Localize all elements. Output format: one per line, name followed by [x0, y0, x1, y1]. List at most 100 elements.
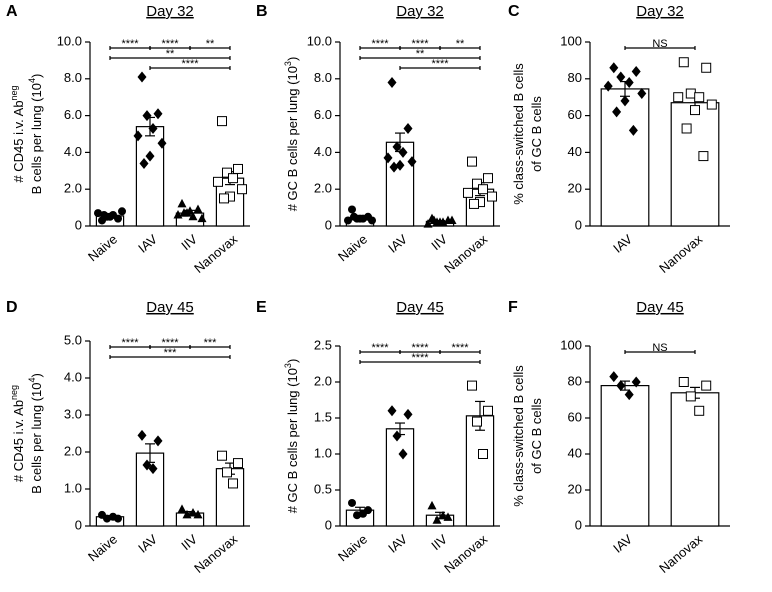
significance-label: ****: [121, 337, 139, 349]
data-point: [706, 99, 717, 110]
significance-label: ****: [161, 337, 179, 349]
data-point: [620, 95, 630, 107]
x-tick-label: Naive: [335, 531, 370, 564]
y-axis-label: # CD45 i.v. Abneg: [9, 385, 26, 482]
data-point: [438, 510, 448, 520]
data-point: [137, 71, 147, 83]
y-axis-label: # GC B cells per lung (103): [283, 359, 300, 514]
significance-label: ****: [181, 58, 199, 70]
chart-title: Day 32: [396, 3, 444, 20]
data-point: [685, 391, 696, 402]
data-point: [383, 152, 393, 164]
x-tick-label: IIV: [178, 531, 200, 553]
x-tick-label: IAV: [385, 231, 410, 256]
data-point: [368, 216, 376, 225]
panel-letter: B: [256, 3, 268, 20]
y-tick-label: 1.5: [314, 409, 332, 424]
y-tick-label: 80: [568, 70, 582, 85]
chart-title: Day 45: [636, 299, 684, 316]
chart-title: Day 45: [146, 299, 194, 316]
data-point: [222, 467, 232, 478]
data-point: [694, 92, 705, 103]
x-tick-label: IAV: [385, 531, 410, 556]
data-point: [106, 212, 114, 221]
y-tick-label: 1.0: [64, 480, 82, 495]
data-point: [628, 124, 638, 136]
y-tick-label: 20: [568, 181, 582, 196]
panel-letter: C: [508, 3, 520, 20]
data-point: [612, 106, 622, 118]
data-point: [344, 216, 352, 225]
data-point: [100, 210, 108, 219]
y-axis-label-part: ): [29, 74, 44, 78]
y-tick-label: 6.0: [314, 107, 332, 122]
data-point: [177, 504, 187, 513]
data-point: [109, 512, 117, 521]
data-point: [389, 161, 399, 173]
data-point: [359, 509, 367, 518]
y-axis-label-part: # CD45 i.v. Ab: [11, 400, 26, 482]
y-tick-label: 100: [560, 337, 582, 352]
data-point: [213, 176, 223, 187]
data-point: [483, 405, 493, 416]
bar: [600, 385, 650, 527]
data-point: [609, 371, 619, 383]
data-point: [478, 184, 488, 195]
y-tick-label: 40: [568, 445, 582, 460]
data-point: [193, 204, 203, 213]
data-point: [348, 205, 356, 214]
x-tick-label: Naive: [85, 531, 120, 564]
panel-letter: D: [6, 299, 18, 316]
bar: [670, 102, 720, 227]
significance-label: ****: [371, 38, 389, 50]
x-tick-label: Nanovax: [191, 531, 240, 576]
y-tick-label: 3.0: [64, 406, 82, 421]
significance-label: ****: [411, 352, 429, 364]
bar: [465, 415, 495, 527]
y-tick-label: 8.0: [314, 70, 332, 85]
data-point: [467, 156, 477, 167]
y-axis-label-part: 3: [283, 363, 293, 368]
y-axis-label-part: ): [29, 373, 44, 377]
data-point: [228, 478, 238, 489]
data-point: [631, 65, 641, 77]
panel: A Day 32# CD45 i.v. Abneg B cells per lung…: [6, 3, 250, 276]
data-point: [133, 130, 143, 142]
data-point: [233, 163, 243, 174]
data-point: [353, 511, 361, 520]
data-point: [423, 219, 433, 228]
y-tick-label: 1.0: [314, 445, 332, 460]
data-point: [153, 435, 163, 447]
y-axis-label-part: B cells per lung (10: [29, 83, 44, 194]
x-tick-label: Naive: [85, 231, 120, 264]
data-point: [142, 459, 152, 471]
y-tick-label: 10.0: [57, 33, 82, 48]
data-point: [483, 173, 493, 184]
significance-label: ****: [411, 38, 429, 50]
data-point: [472, 178, 482, 189]
y-tick-label: 4.0: [64, 369, 82, 384]
y-axis-label-part: 4: [27, 378, 37, 383]
significance-label: ****: [371, 342, 389, 354]
data-point: [392, 430, 402, 442]
y-tick-label: 60: [568, 107, 582, 122]
y-tick-label: 5.0: [64, 332, 82, 347]
significance-label: ****: [411, 342, 429, 354]
panel-letter: F: [508, 299, 518, 316]
panel: E Day 45 # GC B cells per lung (103) 0 0.5 1.…: [256, 299, 500, 576]
data-point: [487, 191, 497, 202]
data-point: [463, 187, 473, 198]
data-point: [188, 211, 198, 221]
data-point: [219, 193, 229, 204]
chart-title: Day 32: [636, 3, 684, 20]
data-point: [447, 215, 457, 224]
significance-label: ****: [121, 38, 139, 50]
significance-label: ***: [204, 337, 218, 349]
y-tick-label: 2.0: [314, 181, 332, 196]
data-point: [392, 141, 402, 153]
data-point: [701, 62, 712, 73]
data-point: [94, 209, 102, 218]
data-point: [145, 150, 155, 162]
significance-label: **: [206, 38, 215, 50]
